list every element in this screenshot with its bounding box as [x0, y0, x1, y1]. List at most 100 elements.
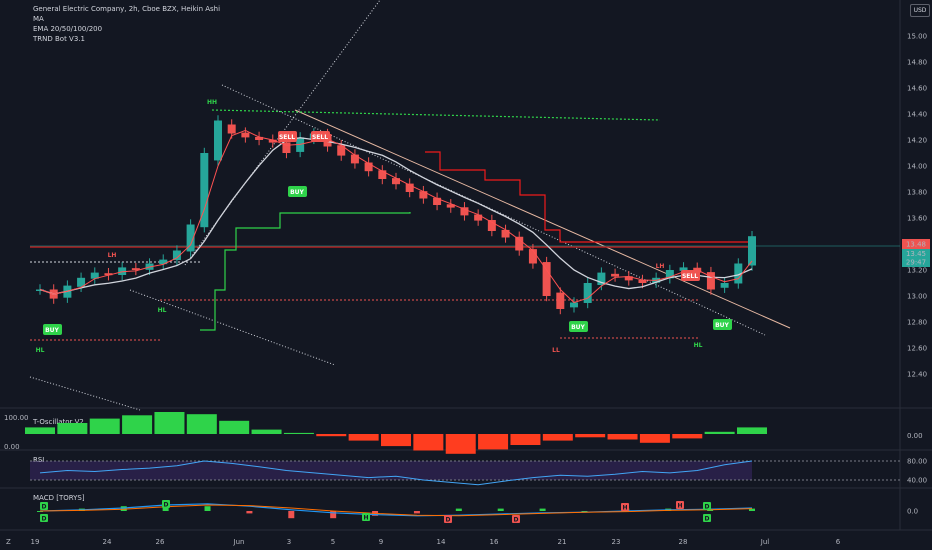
macd-axis-tick: 0.0 — [907, 508, 918, 516]
signal-badge-label: BUY — [45, 327, 59, 334]
candle-body — [706, 272, 715, 290]
macd-histogram-bar — [497, 508, 504, 511]
rsi-axis-tick: 80.00 — [907, 458, 927, 466]
legend-indicator-trnd[interactable]: TRND Bot V3.1 — [33, 35, 85, 43]
oscillator-bar — [607, 434, 638, 440]
macd-marker — [40, 514, 48, 522]
oscillator-bar — [672, 434, 703, 439]
candle-body — [200, 153, 209, 228]
time-axis-tick: 6 — [836, 538, 841, 546]
oscillator-bar — [575, 434, 606, 438]
oscillator-axis-tick: 100.00 — [4, 414, 29, 422]
macd-histogram-bar — [539, 508, 546, 511]
macd-histogram-bar — [581, 511, 588, 512]
macd-marker-label: D — [514, 517, 519, 524]
swing-label: HL — [694, 342, 703, 349]
candle-body — [159, 259, 168, 265]
oscillator-axis-tick: 0.00 — [907, 432, 923, 440]
signal-badge — [278, 131, 297, 142]
macd-marker — [444, 515, 452, 523]
candle-body — [542, 262, 551, 296]
macd-marker — [40, 502, 48, 510]
candle-body — [446, 204, 455, 208]
currency-badge[interactable]: USD — [910, 4, 930, 17]
price-label-upper-bg — [902, 239, 930, 249]
candle-body — [405, 183, 414, 192]
resistance-level — [211, 109, 661, 121]
price-axis-tick: 12.40 — [907, 371, 927, 379]
oscillator-bar — [348, 434, 379, 441]
signal-badge-label: SELL — [682, 273, 698, 280]
price-axis-tick: 14.20 — [907, 137, 927, 145]
rsi-line — [39, 460, 753, 486]
candle-body — [597, 272, 606, 285]
oscillator-bar — [251, 429, 282, 434]
macd-marker-label: D — [705, 504, 710, 511]
macd-marker-label: H — [363, 515, 368, 522]
oscillator-bar — [186, 414, 217, 434]
candle-body — [720, 283, 729, 288]
candle-body — [501, 229, 510, 238]
candle-body — [624, 276, 633, 281]
price-axis-tick: 14.80 — [907, 59, 927, 67]
candle-body — [433, 197, 442, 205]
time-axis-tick: Jul — [760, 538, 770, 546]
macd-histogram-bar — [413, 511, 420, 514]
swing-label: HL — [158, 307, 167, 314]
time-axis-tick: 3 — [287, 538, 291, 546]
candle-body — [104, 273, 113, 276]
price-axis-tick: 13.00 — [907, 293, 927, 301]
candle-body — [487, 219, 496, 231]
dotted-trendline — [29, 376, 141, 411]
trend-step-up — [200, 212, 411, 331]
oscillator-bar — [704, 431, 735, 434]
time-axis-tick: 14 — [437, 538, 446, 546]
candle-body — [131, 268, 140, 270]
candle-body — [556, 292, 565, 309]
macd-marker — [512, 515, 520, 523]
macd-marker-label: H — [622, 505, 627, 512]
macd-marker — [162, 500, 170, 508]
oscillator-bar — [381, 434, 411, 447]
macd-marker-label: D — [446, 517, 451, 524]
macd-histogram-bar — [288, 511, 295, 519]
oscillator-bar — [510, 434, 541, 445]
candle-body — [474, 214, 483, 221]
signal-badge — [681, 270, 700, 281]
candle-body — [77, 277, 86, 287]
macd-histogram-bar — [749, 508, 755, 511]
oscillator-bar — [737, 427, 767, 434]
macd-marker — [703, 514, 711, 522]
signal-badge-label: BUY — [715, 322, 729, 329]
macd-marker — [362, 513, 370, 521]
oscillator-bar — [478, 434, 509, 450]
macd-marker-label: D — [42, 516, 47, 523]
signal-badge — [569, 321, 588, 332]
oscillator-bar — [57, 423, 88, 434]
candle-body — [570, 302, 578, 308]
candle-body — [255, 136, 264, 140]
price-axis-tick: 13.80 — [907, 189, 927, 197]
macd-marker — [676, 501, 684, 509]
price-label-lower-bg — [902, 249, 930, 267]
legend-indicator-ema[interactable]: EMA 20/50/100/200 — [33, 25, 103, 33]
swing-label: LL — [552, 347, 560, 354]
candle-body — [515, 236, 524, 251]
legend-indicator-ma[interactable]: MA — [33, 15, 44, 23]
macd-marker — [621, 503, 629, 511]
price-axis-tick: 14.60 — [907, 85, 927, 93]
time-axis-tick: 21 — [558, 538, 567, 546]
price-axis-tick: 14.40 — [907, 111, 927, 119]
ema-line — [39, 129, 753, 304]
candle-body — [241, 132, 250, 138]
signal-badge — [311, 131, 330, 142]
dotted-trendline — [129, 289, 336, 366]
timezone-icon: Z — [6, 538, 11, 546]
macd-marker — [703, 502, 711, 510]
swing-label: LH — [108, 252, 117, 259]
resistance-trendline — [294, 109, 791, 329]
candle-body — [583, 283, 592, 303]
oscillator-bar — [639, 434, 670, 443]
time-axis-tick: 5 — [331, 538, 335, 546]
